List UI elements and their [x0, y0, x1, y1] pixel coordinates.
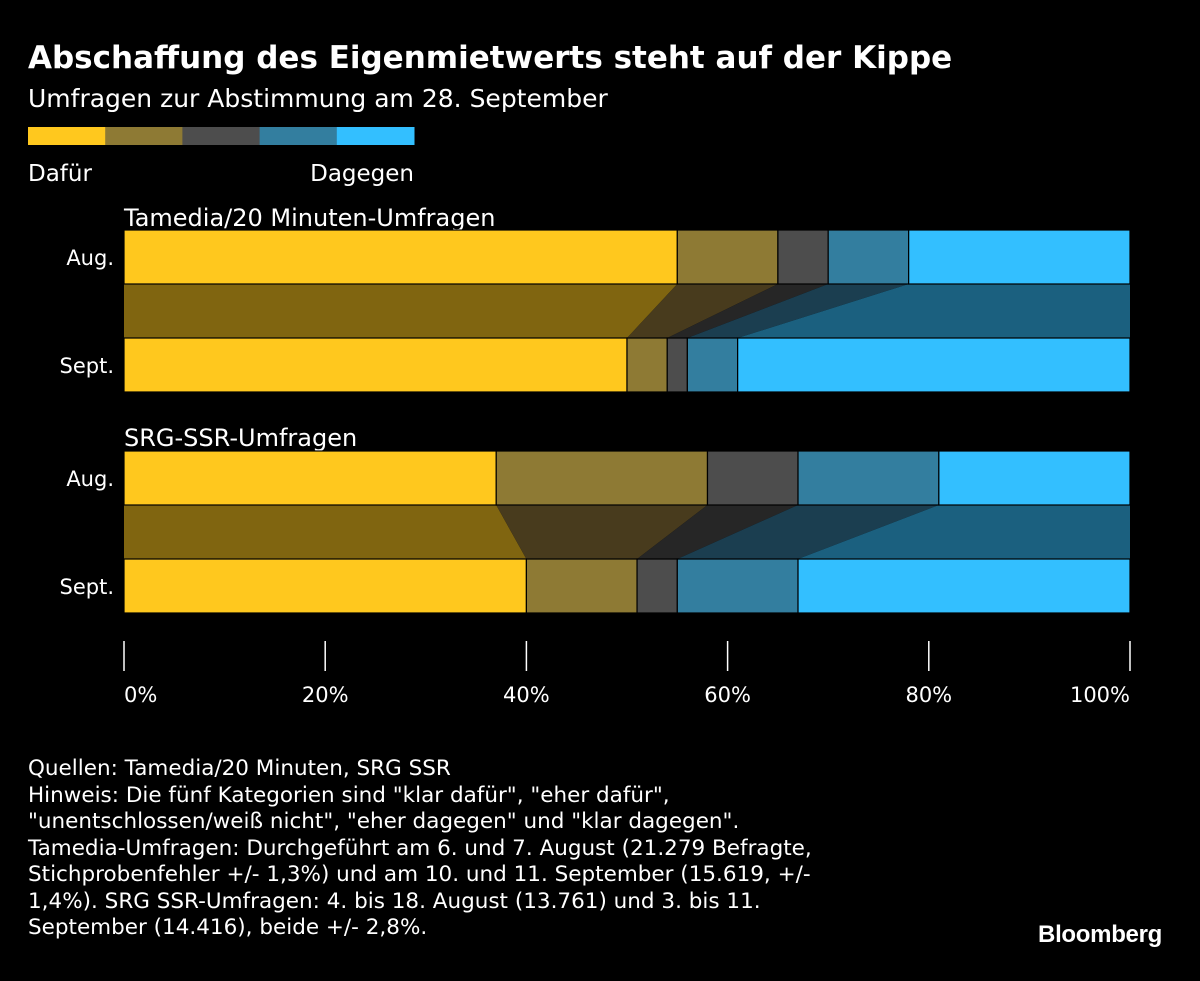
bar-segment: [938, 450, 1131, 506]
connector-band: [496, 505, 708, 559]
bar-segment: [123, 558, 527, 614]
x-tick-label: 40%: [503, 683, 550, 707]
bar-segment: [123, 450, 497, 506]
connector-band: [687, 284, 909, 338]
legend-swatch-3: [182, 127, 261, 145]
bar-segment: [676, 558, 799, 614]
bar-label: Aug.: [66, 246, 114, 270]
bar-segment: [777, 229, 829, 285]
legend-label-dafuer: Dafür: [28, 161, 92, 187]
bar-segment: [495, 450, 709, 506]
chart-subtitle: Umfragen zur Abstimmung am 28. September: [28, 84, 608, 113]
bar-label: Sept.: [60, 354, 115, 378]
bar-segment: [797, 450, 940, 506]
connector-band: [637, 505, 799, 559]
group-title-2: SRG-SSR-Umfragen: [124, 424, 357, 452]
legend-swatch-5: [336, 127, 415, 145]
bloomberg-logo: Bloomberg: [1038, 921, 1162, 948]
hint-note: Hinweis: Die fünf Kategorien sind "klar …: [28, 782, 812, 941]
bar-segment: [636, 558, 678, 614]
legend-swatch-1: [28, 127, 106, 145]
bar-segment: [908, 229, 1131, 285]
bar-segment: [666, 337, 688, 393]
bar-segment: [123, 229, 678, 285]
sources-note: Quellen: Tamedia/20 Minuten, SRG SSR: [28, 756, 451, 781]
connector-band: [627, 284, 778, 338]
legend-swatch-4: [259, 127, 338, 145]
bar-segment: [827, 229, 910, 285]
bar-segment: [797, 558, 1131, 614]
connector-band: [737, 284, 1130, 338]
bar-label: Aug.: [66, 467, 114, 491]
bar-segment: [737, 337, 1131, 393]
connector-band: [124, 284, 678, 338]
x-tick-label: 100%: [1070, 683, 1130, 707]
bar-segment: [706, 450, 799, 506]
bar-segment: [686, 337, 739, 393]
x-tick-label: 60%: [704, 683, 751, 707]
chart-title: Abschaffung des Eigenmietwerts steht auf…: [28, 40, 953, 76]
bar-segment: [676, 229, 779, 285]
legend-swatch-2: [105, 127, 183, 145]
connector-band: [124, 505, 527, 559]
connector-band: [667, 284, 829, 338]
x-tick-label: 0%: [124, 683, 157, 707]
x-tick-label: 80%: [905, 683, 952, 707]
footnotes: Quellen: Tamedia/20 Minuten, SRG SSR Hin…: [28, 756, 988, 942]
group-title-1: Tamedia/20 Minuten-Umfragen: [123, 204, 495, 232]
legend-label-dagegen: Dagegen: [310, 161, 414, 187]
connector-band: [677, 505, 939, 559]
bar-segment: [626, 337, 668, 393]
bar-label: Sept.: [60, 575, 115, 599]
bar-segment: [123, 337, 628, 393]
connector-band: [798, 505, 1130, 559]
bar-segment: [525, 558, 638, 614]
stacked-bar-chart: Dafür Dagegen Tamedia/20 Minuten-Umfragen A…: [28, 127, 1131, 707]
x-tick-label: 20%: [302, 683, 349, 707]
